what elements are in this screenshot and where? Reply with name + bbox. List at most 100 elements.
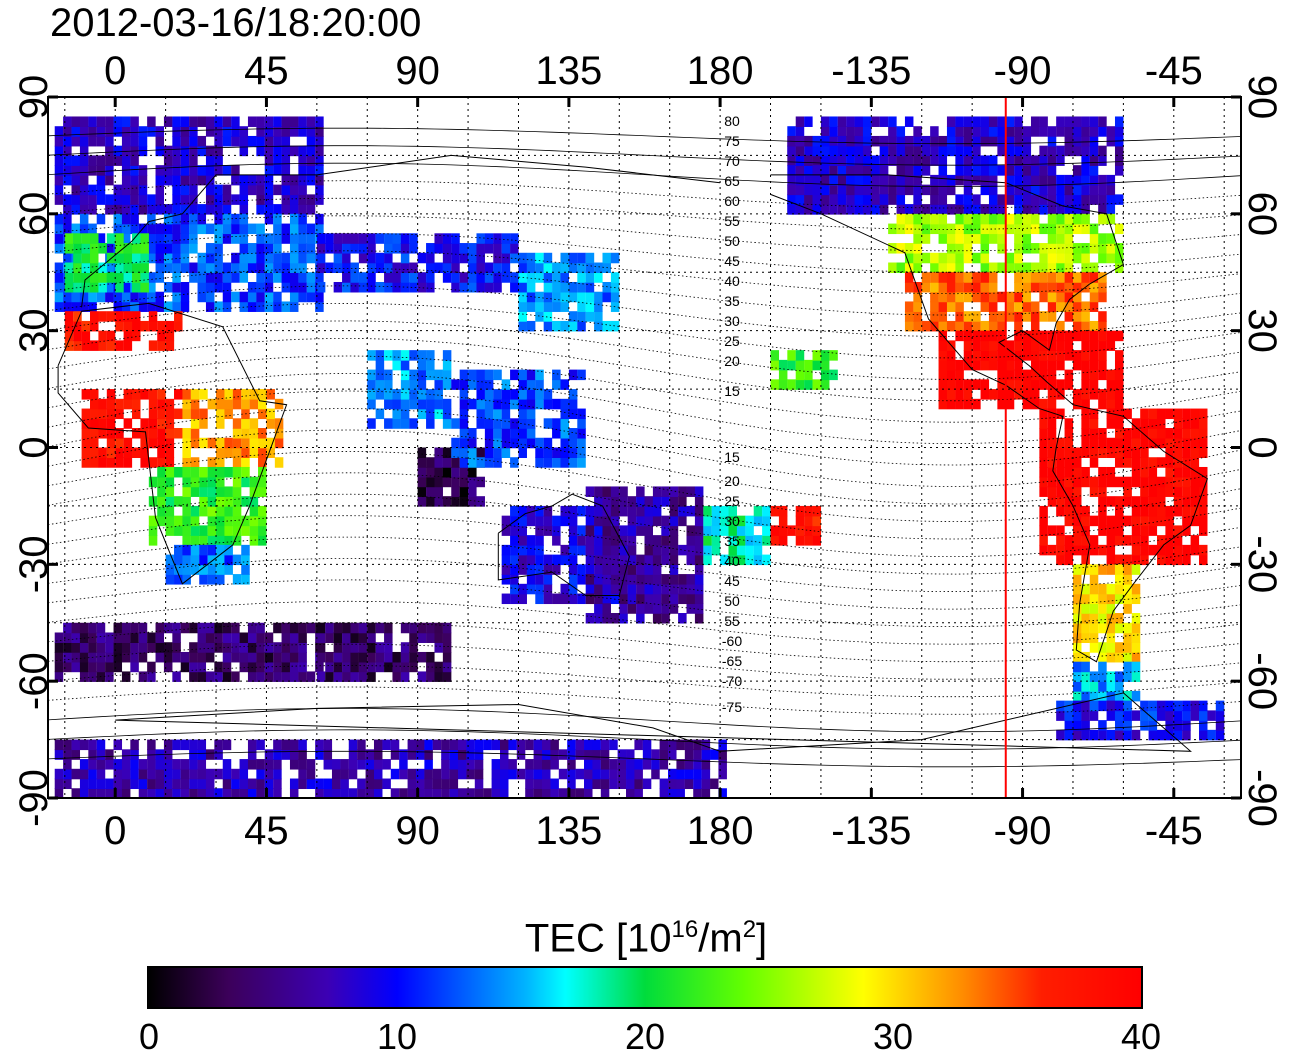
tec-cell xyxy=(584,749,593,760)
tec-cell xyxy=(542,749,551,760)
tec-cell xyxy=(130,622,139,634)
tec-cell xyxy=(64,281,74,293)
tec-cell xyxy=(499,759,509,770)
tec-cell xyxy=(535,437,544,449)
tec-cell xyxy=(224,466,233,478)
tec-cell xyxy=(1072,622,1082,634)
tec-cell xyxy=(1089,350,1099,361)
tec-cell xyxy=(373,739,383,751)
tec-cell xyxy=(636,486,645,497)
tec-cell xyxy=(1114,710,1124,721)
tec-cell xyxy=(106,330,116,342)
tec-cell xyxy=(81,233,91,244)
tec-cell xyxy=(560,437,569,449)
lat-tick-label-left: 90 xyxy=(12,75,56,120)
tec-cell xyxy=(938,204,948,215)
tec-cell xyxy=(148,408,158,420)
tec-cell xyxy=(526,369,536,381)
tec-cell xyxy=(96,749,106,760)
tec-cell xyxy=(180,223,190,235)
tec-cell xyxy=(315,291,324,303)
tec-cell xyxy=(281,204,291,215)
tec-cell xyxy=(239,204,249,215)
tec-cell xyxy=(451,252,460,264)
tec-cell xyxy=(1081,408,1090,420)
tec-cell xyxy=(392,281,401,293)
tec-cell xyxy=(829,369,838,381)
tec-cell xyxy=(155,642,165,653)
tec-cell xyxy=(81,320,91,332)
tec-cell xyxy=(1072,476,1082,488)
tec-cell xyxy=(678,496,687,507)
tec-cell xyxy=(879,145,889,157)
tec-cell xyxy=(138,126,148,137)
tec-cell xyxy=(626,788,635,798)
tec-cell xyxy=(63,759,72,770)
tec-cell xyxy=(526,272,536,283)
tec-cell xyxy=(474,788,484,798)
tec-cell xyxy=(668,768,677,780)
tec-cell xyxy=(871,194,880,205)
tec-cell xyxy=(913,165,922,176)
tec-cell xyxy=(718,788,727,798)
tec-cell xyxy=(163,301,173,312)
tec-cell xyxy=(972,281,981,293)
tec-cell xyxy=(1131,535,1141,546)
tec-cell xyxy=(1039,486,1048,497)
tec-cell xyxy=(147,243,156,254)
tec-cell xyxy=(602,281,611,293)
tec-cell xyxy=(189,749,198,760)
tec-cell xyxy=(693,739,702,751)
tec-cell xyxy=(434,369,443,381)
tec-cell xyxy=(266,408,275,420)
tec-cell xyxy=(172,165,181,176)
tec-cell xyxy=(610,272,620,283)
tec-cell xyxy=(626,759,635,770)
tec-cell xyxy=(1072,165,1082,176)
tec-cell xyxy=(231,223,240,235)
tec-cell xyxy=(1064,213,1074,225)
tec-cell xyxy=(132,233,141,244)
tec-cell xyxy=(232,437,242,449)
tec-cell xyxy=(256,204,265,215)
tec-cell xyxy=(888,174,897,186)
tec-cell xyxy=(636,574,645,585)
tec-cell xyxy=(205,194,215,205)
tec-cell xyxy=(1039,145,1048,157)
tec-cell xyxy=(1098,525,1107,536)
colorbar-tick-label: 0 xyxy=(138,1016,160,1057)
tec-cell xyxy=(668,739,677,751)
tec-cell xyxy=(1047,135,1057,147)
tec-cell xyxy=(1081,554,1090,566)
tec-cell xyxy=(938,359,948,371)
tec-cell xyxy=(197,272,207,283)
tec-cell xyxy=(130,778,139,790)
tec-cell xyxy=(434,447,443,458)
tec-cell xyxy=(1039,291,1048,303)
tec-cell xyxy=(1106,252,1116,264)
tec-cell xyxy=(98,340,107,351)
tec-cell xyxy=(592,739,601,751)
tec-cell xyxy=(73,281,82,293)
tec-cell xyxy=(602,496,611,507)
tec-cell xyxy=(205,252,215,264)
tec-cell xyxy=(384,389,393,400)
tec-cell xyxy=(728,544,738,556)
tec-cell xyxy=(81,243,91,254)
tec-cell xyxy=(1106,418,1116,429)
tec-cell xyxy=(409,281,418,293)
tec-cell xyxy=(426,671,435,682)
tec-cell xyxy=(619,486,628,497)
tec-cell xyxy=(997,398,1006,410)
tec-cell xyxy=(417,486,427,497)
tec-cell xyxy=(1098,233,1107,244)
tec-cell xyxy=(224,398,233,410)
tec-cell xyxy=(426,466,435,478)
tec-cell xyxy=(510,544,519,556)
tec-cell xyxy=(560,320,569,332)
tec-cell xyxy=(913,320,922,332)
tec-cell xyxy=(325,671,334,682)
tec-cell xyxy=(224,564,233,575)
tec-cell xyxy=(232,428,242,439)
tec-cell xyxy=(552,525,561,536)
